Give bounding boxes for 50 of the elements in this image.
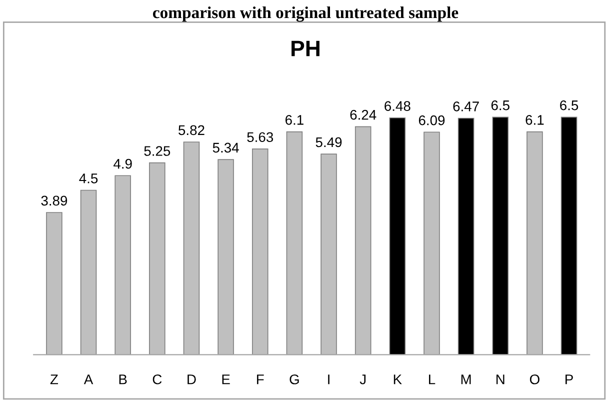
x-tick-label: L [429, 374, 436, 384]
x-tick-label: K [394, 374, 402, 384]
x-tick-label: D [188, 374, 196, 384]
bar [458, 118, 474, 355]
bar [218, 159, 234, 355]
chart-title: PH [292, 40, 320, 56]
data-label: 5.25 [144, 146, 170, 156]
bar [286, 131, 303, 355]
data-label: 6.5 [560, 100, 578, 110]
text: comparison with original untreated sample [152, 6, 458, 22]
x-tick-label: O [530, 374, 540, 384]
data-label: 5.63 [247, 132, 274, 142]
data-label: 6.24 [350, 110, 376, 120]
data-label: 6.09 [418, 115, 445, 126]
bar [492, 116, 509, 355]
x-tick-label: J [360, 374, 366, 384]
bar [80, 190, 97, 355]
data-label: 6.47 [453, 102, 479, 112]
x-tick-label: Z [50, 374, 58, 384]
x-tick-label: N [496, 374, 504, 384]
data-label: 3.89 [41, 196, 68, 206]
x-tick-label: G [290, 374, 299, 384]
x-tick-label: M [461, 374, 471, 384]
data-label: 6.48 [384, 101, 410, 111]
bar [114, 175, 131, 355]
x-tick-label: I [328, 374, 330, 384]
bar [183, 142, 200, 355]
x-tick-label: A [84, 374, 94, 384]
bar [354, 126, 372, 355]
x-tick-label: F [257, 374, 264, 384]
data-label: 5.82 [178, 125, 204, 136]
data-label: 5.34 [212, 142, 239, 153]
data-label: 4.9 [114, 158, 132, 169]
data-label: 6.1 [526, 115, 544, 125]
data-label: 6.5 [491, 100, 510, 110]
x-tick-label: P [566, 374, 573, 384]
data-label: 6.1 [286, 115, 304, 125]
bar [526, 131, 543, 355]
bar [389, 117, 406, 355]
bar [149, 162, 166, 355]
bar [252, 148, 268, 355]
x-tick-label: B [119, 374, 127, 384]
bar [560, 116, 578, 355]
x-tick-label: C [152, 374, 162, 384]
data-label: 5.49 [316, 137, 342, 148]
x-tick-label: E [222, 374, 230, 384]
data-label: 4.5 [79, 174, 98, 184]
bar [46, 212, 62, 355]
bar [424, 132, 440, 355]
bar [320, 154, 337, 355]
